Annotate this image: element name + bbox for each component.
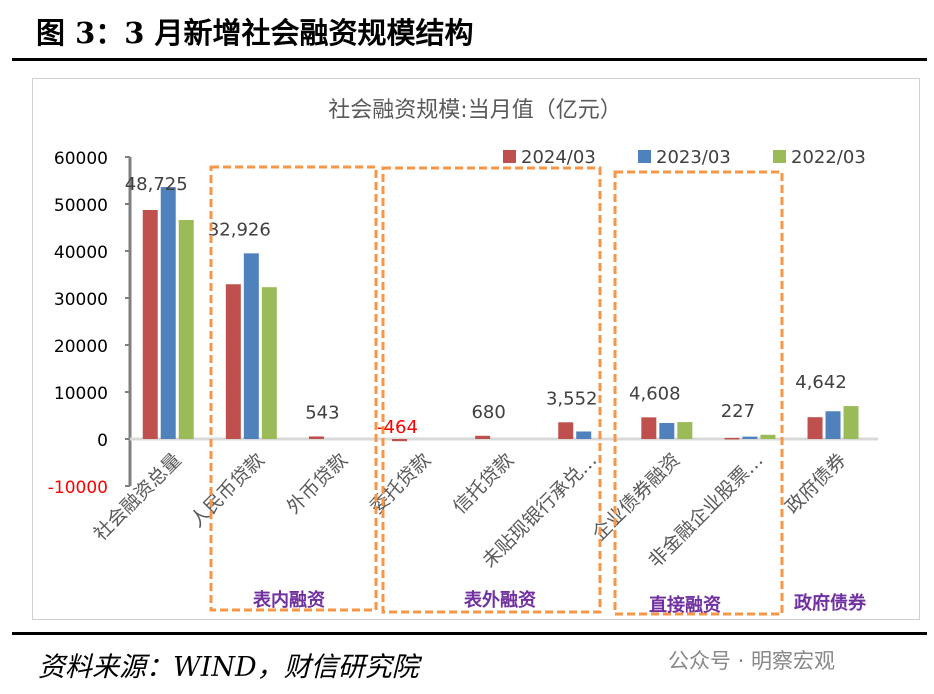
y-tick-label: 40000: [54, 243, 108, 263]
bar-2024/03: [724, 437, 740, 440]
y-tick-label: -10000: [48, 478, 108, 498]
bar-2023/03: [742, 436, 758, 439]
group-label: 表外融资: [464, 589, 536, 611]
legend-swatch: [773, 150, 786, 163]
data-label: 3,552: [546, 388, 598, 409]
data-label: 543: [305, 402, 339, 423]
x-tick-label: 人民币贷款: [186, 449, 269, 532]
bar-2024/03: [142, 209, 158, 439]
bar-2022/03: [178, 219, 194, 439]
data-label: 32,926: [208, 219, 271, 240]
y-tick-label: 20000: [54, 337, 108, 357]
bar-2022/03: [843, 406, 859, 439]
bar-2023/03: [825, 411, 841, 439]
bar-2024/03: [308, 436, 324, 439]
group-label: 直接融资: [649, 594, 721, 616]
bar-2023/03: [160, 187, 176, 439]
bar-2022/03: [760, 434, 776, 439]
y-tick-label: 50000: [54, 196, 108, 216]
data-label: -464: [377, 417, 418, 438]
y-tick-label: 30000: [54, 290, 108, 310]
data-label: 227: [721, 401, 755, 422]
bar-2023/03: [659, 423, 675, 439]
bar-2023/03: [243, 253, 259, 439]
bar-2024/03: [392, 439, 408, 442]
figure-title: 图 3：3 月新增社会融资规模结构: [36, 16, 474, 50]
watermark: 公众号 · 明察宏观: [668, 649, 836, 673]
source-note: 资料来源：WIND，财信研究院: [38, 652, 419, 683]
data-label: 48,725: [125, 174, 188, 195]
bottom-rule: [12, 632, 927, 635]
group-box: [209, 165, 378, 612]
bar-2024/03: [807, 417, 823, 439]
y-tick-label: 0: [97, 431, 108, 451]
data-label: 4,608: [629, 383, 681, 404]
chart-title: 社会融资规模:当月值（亿元）: [328, 98, 621, 123]
legend-swatch: [503, 150, 516, 163]
data-label: 680: [471, 402, 505, 423]
bar-2022/03: [261, 287, 277, 439]
bar-2024/03: [475, 435, 491, 439]
chart-frame: [32, 78, 920, 620]
data-label: 4,642: [795, 372, 847, 393]
x-tick-label: 外币贷款: [283, 449, 352, 518]
legend-label: 2024/03: [521, 147, 596, 168]
group-label: 政府债券: [794, 592, 867, 614]
legend-label: 2023/03: [656, 147, 731, 168]
group-box: [381, 166, 602, 614]
legend-label: 2022/03: [791, 147, 866, 168]
bar-2022/03: [677, 422, 693, 439]
group-box: [613, 170, 784, 616]
bar-2024/03: [558, 422, 574, 439]
x-tick-label: 政府债券: [781, 449, 850, 518]
bar-2024/03: [225, 284, 241, 439]
x-tick-label: 信托贷款: [449, 449, 518, 518]
y-tick-label: 10000: [54, 384, 108, 404]
group-label: 表内融资: [253, 589, 325, 611]
legend-swatch: [638, 150, 651, 163]
y-tick-label: 60000: [54, 149, 108, 169]
bar-2023/03: [576, 431, 592, 439]
bar-2024/03: [641, 417, 657, 439]
top-rule: [12, 58, 927, 61]
